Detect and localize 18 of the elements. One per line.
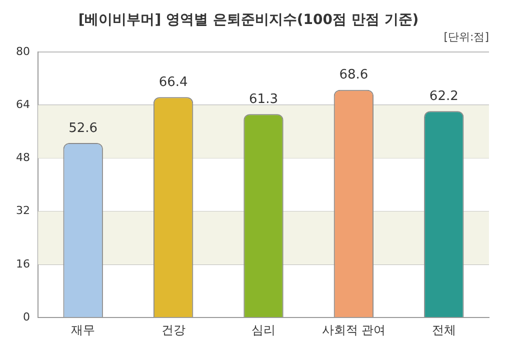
chart-subtitle: [단위:점] [444,30,489,44]
x-tick-label: 재무 [71,322,96,337]
data-label: 52.6 [68,120,98,136]
y-tick-label: 64 [16,98,30,111]
data-label: 62.2 [429,88,458,104]
y-tick-label: 80 [16,44,30,58]
x-tick-label: 사회적 관여 [322,322,386,337]
y-tick-label: 16 [16,257,30,270]
data-label: 68.6 [339,68,368,83]
data-label: 61.3 [249,92,278,107]
x-tick-label: 전체 [432,322,456,337]
y-tick-label: 0 [22,310,30,324]
y-tick-label: 48 [16,151,30,164]
y-tick-label: 32 [16,204,30,218]
x-tick-label: 심리 [252,322,276,337]
x-tick-label: 건강 [161,322,186,337]
chart-title: [베이비부머] 영역별 은퇴준비지수(100점 만점 기준) [78,12,419,28]
data-label: 66.4 [158,75,188,90]
